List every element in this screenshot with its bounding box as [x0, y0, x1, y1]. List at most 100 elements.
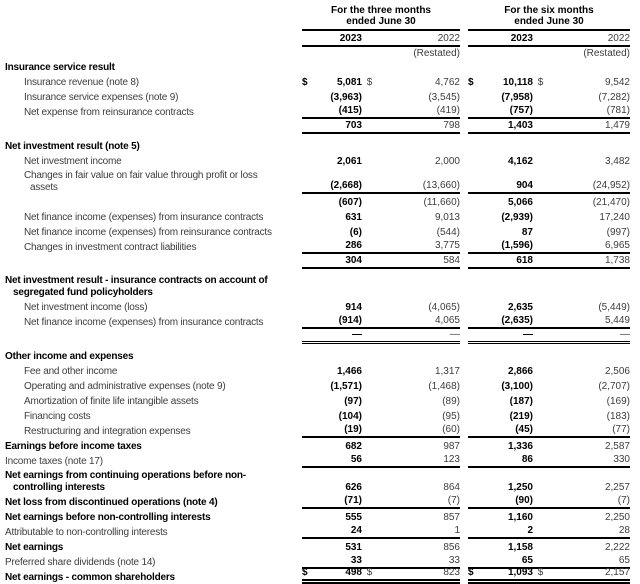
six-months-values: 2 28 [468, 525, 630, 539]
table-row: Operating and administrative expenses (n… [0, 378, 640, 393]
value-2022: (419) [436, 105, 460, 116]
period-title-three-months: For the three months ended June 30 [302, 3, 460, 31]
value-2022: (4,065) [428, 302, 460, 313]
table-row: Amortization of finite life intangible a… [0, 393, 640, 408]
value-2023: (1,596) [501, 240, 533, 251]
table-row: Net earnings from continuing operations … [0, 468, 640, 494]
value-2023: 87 [521, 227, 533, 238]
row-label: Net earnings before non-controlling inte… [5, 512, 211, 523]
header-label-spacer [0, 3, 302, 59]
value-2023: 904 [516, 180, 533, 191]
six-months-values: 1,158 2,222 [468, 542, 630, 554]
value-2022: 584 [443, 255, 460, 266]
value-2022: 798 [443, 120, 460, 131]
value-2023: (219) [509, 411, 533, 422]
dollar-sign: $ [537, 77, 544, 88]
row-label: Preferred share dividends (note 14) [5, 557, 156, 568]
three-months-values: 1,466 1,317 [302, 366, 460, 378]
value-2023: 682 [345, 441, 362, 452]
period-header-six-months: For the six months ended June 30 2023 20… [468, 3, 630, 59]
period-title-six-months: For the six months ended June 30 [468, 3, 630, 31]
value-2022: (3,545) [428, 92, 460, 103]
three-months-values: (19) (60) [302, 424, 460, 438]
three-months-values: (914) 4,065 [302, 315, 460, 329]
six-months-values: (2,939) 17,240 [468, 212, 630, 224]
dollar-sign: $ [468, 77, 474, 88]
row-label: Operating and administrative expenses (n… [24, 381, 226, 392]
value-2023: 1,403 [507, 120, 533, 131]
value-2022: 123 [443, 454, 460, 465]
table-row: Net earnings - common shareholders $498 $8… [0, 567, 640, 584]
value-2022: (5,449) [598, 302, 630, 313]
value-2022: (1,468) [428, 381, 460, 392]
six-months-values: 1,403 1,479 [468, 120, 630, 134]
value-2023: 703 [345, 120, 362, 131]
table-row: Net investment income 2,061 2,000 4,162 3,48… [0, 153, 640, 168]
value-2022: 6,965 [604, 240, 630, 251]
row-label: Insurance revenue (note 8) [24, 77, 139, 88]
row-label: Amortization of finite life intangible a… [24, 396, 199, 407]
three-months-values: 682 987 [302, 441, 460, 453]
six-months-values: 2,635 (5,449) [468, 302, 630, 314]
value-2022: 4,065 [434, 315, 460, 326]
table-row: Insurance revenue (note 8) $5,081 $4,762 $1… [0, 74, 640, 89]
value-2023: 1,250 [507, 482, 533, 493]
six-months-values: 2,866 2,506 [468, 366, 630, 378]
value-2023: 86 [521, 454, 533, 465]
value-2022: 1 [454, 525, 460, 536]
row-label: Other income and expenses [5, 351, 134, 362]
three-months-values: 631 9,013 [302, 212, 460, 224]
value-2023: 56 [350, 454, 362, 465]
six-months-values: (2,635) 5,449 [468, 315, 630, 329]
table-header: For the three months ended June 30 2023 … [0, 3, 640, 59]
table-row: Net investment result (note 5) [0, 138, 640, 153]
value-2022: 9,542 [604, 77, 630, 88]
year-2023-header: 2023 [510, 33, 533, 44]
three-months-values: (607) (11,660) [302, 197, 460, 209]
value-2023: (757) [509, 105, 533, 116]
six-months-values: 1,336 2,587 [468, 441, 630, 453]
table-row: Net earnings 531 856 1,158 2,222 [0, 539, 640, 554]
table-row: Insurance service result [0, 59, 640, 74]
value-2023: 2,635 [507, 302, 533, 313]
three-months-values: 304 584 [302, 255, 460, 269]
row-label: Income taxes (note 17) [5, 456, 103, 467]
value-2023: 5,081 [336, 77, 362, 88]
three-months-values: 286 3,775 [302, 240, 460, 254]
period-title-line1: For the three months [330, 5, 431, 16]
six-months-values: 904 (24,952) [468, 180, 630, 194]
six-months-values: (757) (781) [468, 105, 630, 119]
table-row: Changes in fair value on fair value thro… [0, 168, 640, 194]
row-label: Changes in fair value on fair value thro… [24, 170, 258, 193]
value-2023: 914 [345, 302, 362, 313]
value-2022: — [620, 329, 630, 340]
value-2022: 330 [613, 454, 630, 465]
value-2023: 2,061 [336, 156, 362, 167]
value-2022: 2,257 [604, 482, 630, 493]
table-row: Income taxes (note 17) 56 123 86 330 [0, 453, 640, 468]
three-months-values: $498 $823 [302, 567, 460, 584]
table-row: Net finance income (expenses) from insur… [0, 209, 640, 224]
value-2022: 3,482 [604, 156, 630, 167]
value-2023: 2 [527, 525, 533, 536]
value-2023: (90) [515, 495, 533, 506]
year-2022-header: 2022 [437, 33, 460, 44]
six-months-values: 86 330 [468, 454, 630, 468]
value-2023: — [523, 329, 533, 340]
value-2023: 1,160 [507, 512, 533, 523]
row-label: Insurance service expenses (note 9) [24, 92, 179, 103]
six-months-values: — — [468, 329, 630, 344]
value-2023: (2,939) [501, 212, 533, 223]
value-2023: (7,958) [501, 92, 533, 103]
value-2022: (13,660) [422, 180, 460, 191]
row-label: Net earnings - common shareholders [5, 572, 175, 583]
value-2023: (2,635) [501, 315, 533, 326]
table-row: (607) (11,660) 5,066 (21,470) [0, 194, 640, 209]
value-2023: (1,571) [330, 381, 362, 392]
three-months-values: (2,668) (13,660) [302, 180, 460, 194]
table-row: Other income and expenses [0, 348, 640, 363]
row-label: Changes in investment contract liabiliti… [24, 242, 197, 253]
year-2023-header: 2023 [339, 33, 362, 44]
dollar-sign: $ [302, 77, 308, 88]
